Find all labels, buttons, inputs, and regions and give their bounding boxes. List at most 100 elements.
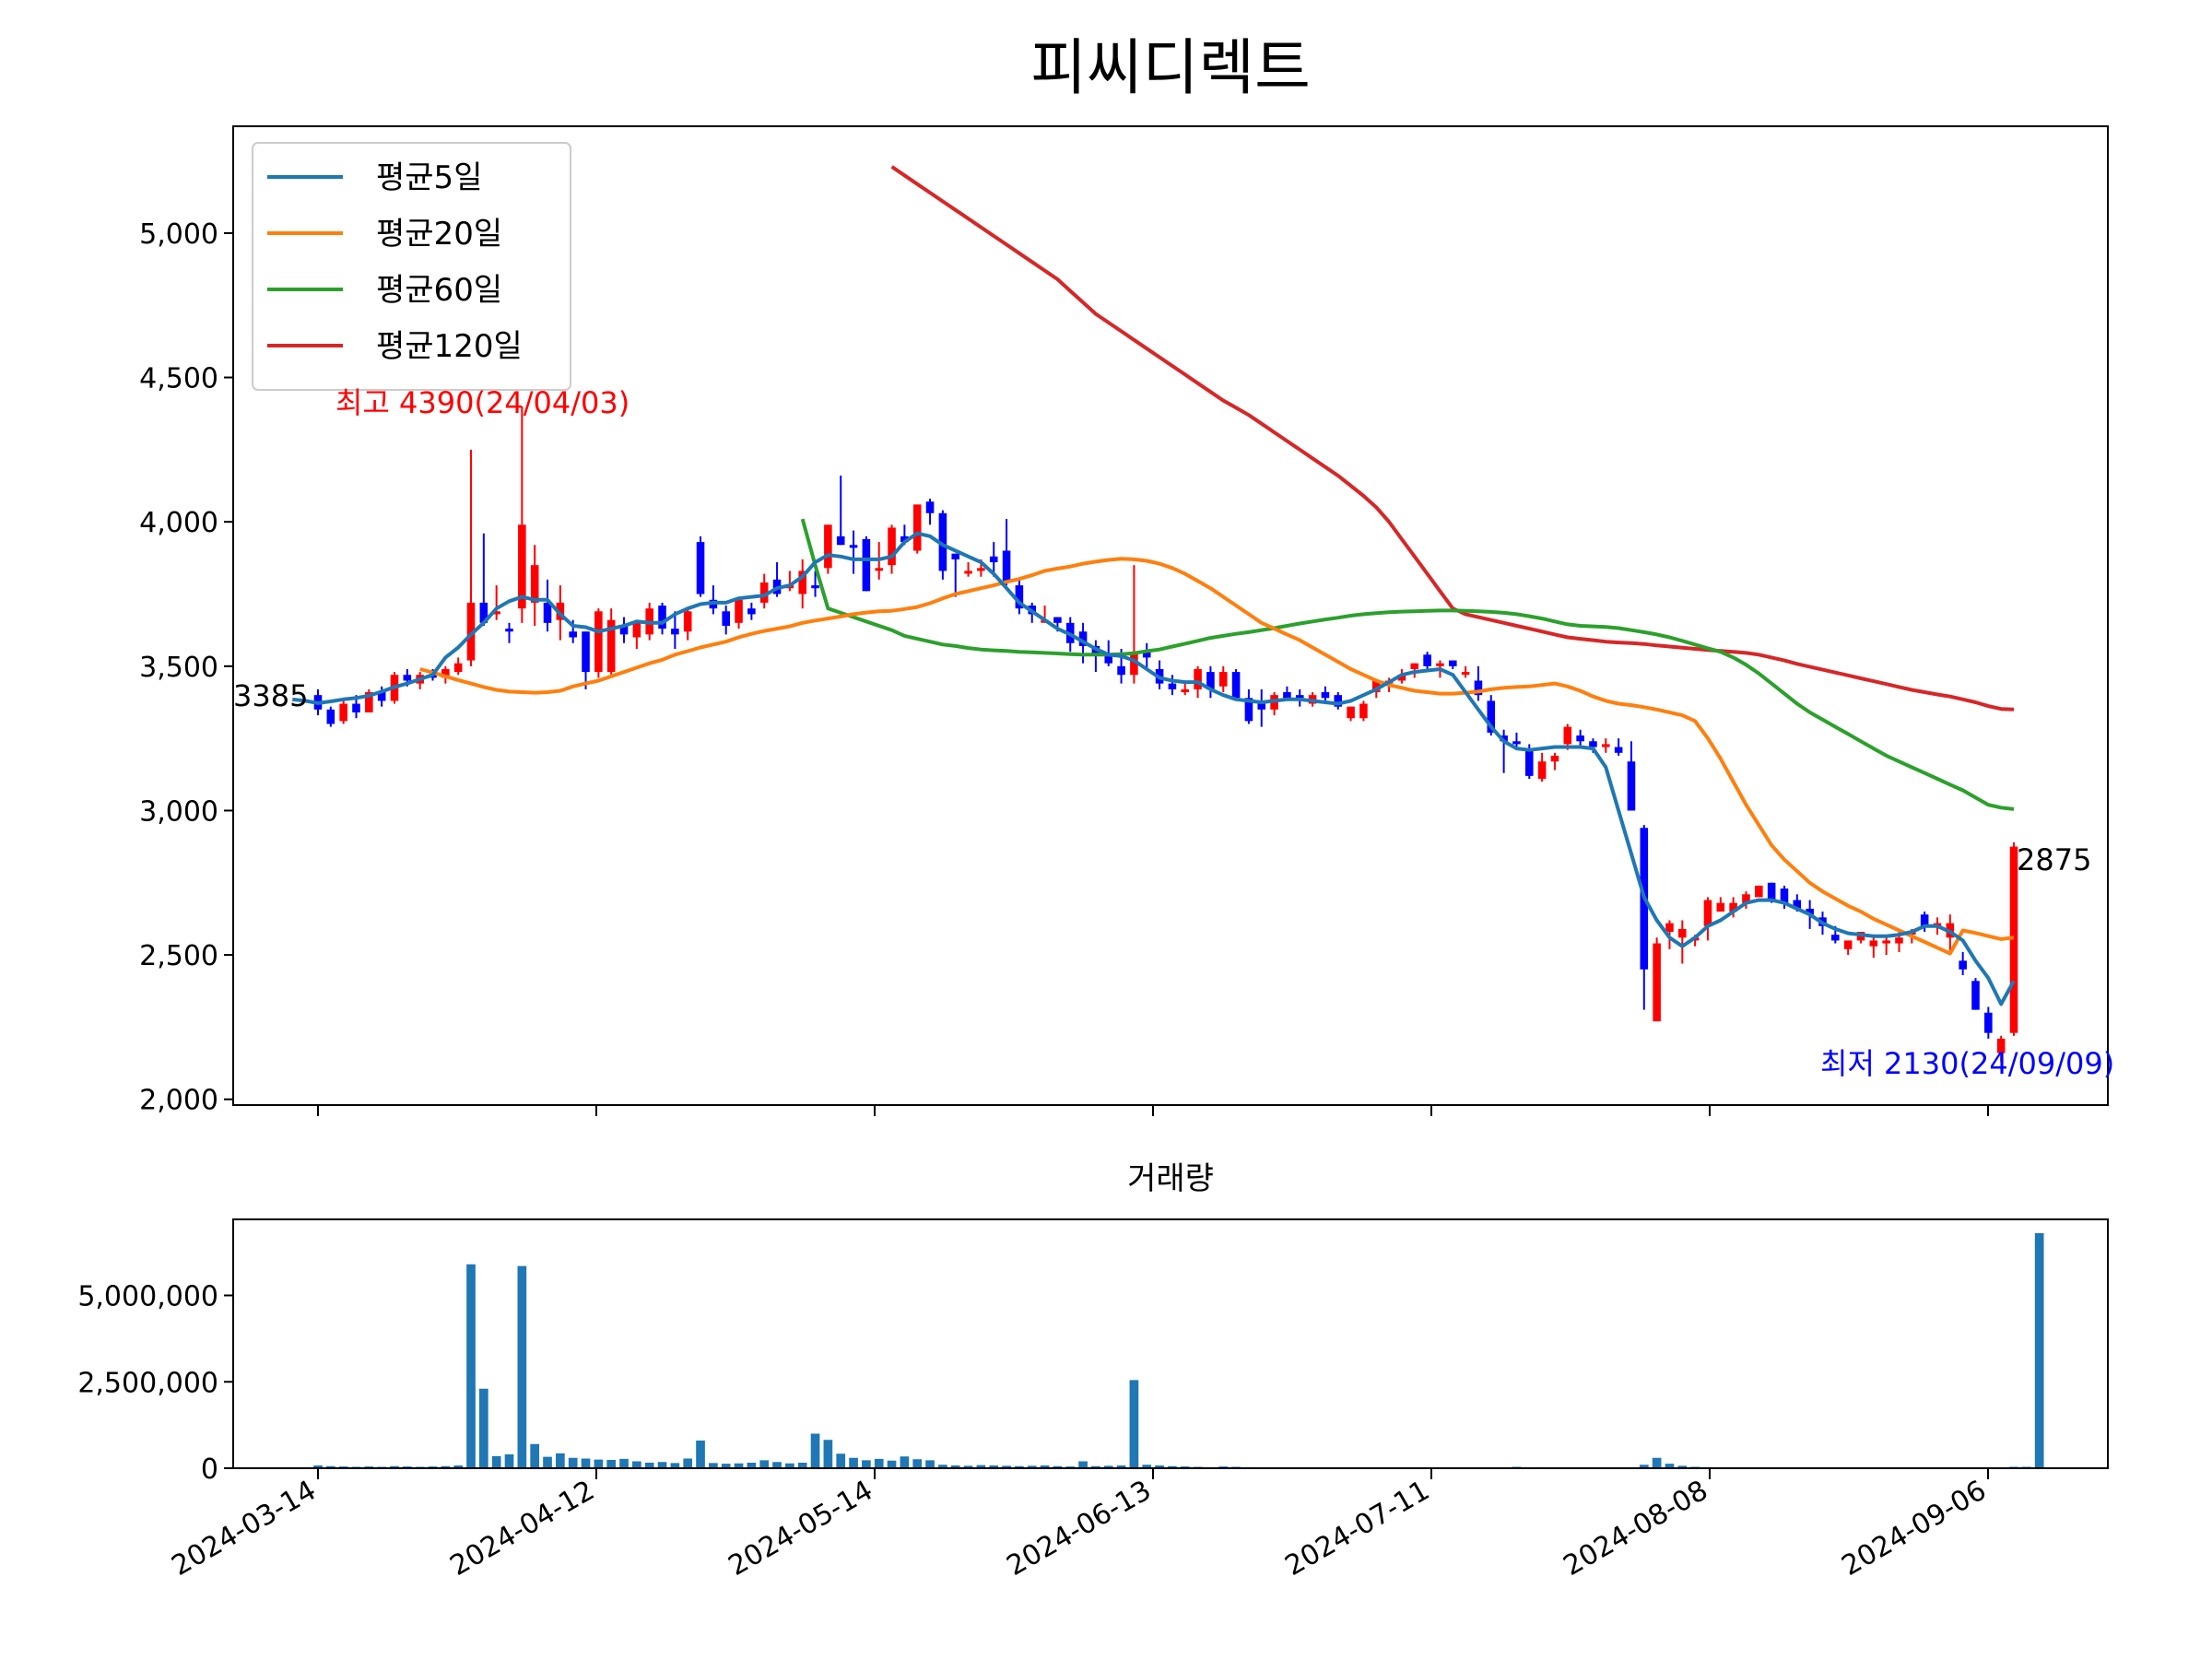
volume-bar [785,1463,794,1468]
candle-body [1218,672,1228,687]
annotation-high: 최고 4390(24/04/03) [335,385,629,420]
candle-body [875,568,884,571]
candle-body [989,556,998,563]
volume-bar [1040,1465,1050,1468]
candle-body [1627,761,1636,811]
candle-body [1665,923,1674,933]
volume-bar [823,1440,833,1468]
volume-bar [517,1265,527,1468]
price-frame [232,125,2109,1106]
candle-body [619,625,629,635]
y-tick-label: 3,500 [139,652,218,684]
candle-body [849,545,858,548]
candle-body [326,709,335,724]
annotation-low: 최저 2130(24/09/09) [1820,1046,2114,1081]
volume-bar [594,1459,604,1468]
volume-bar [1091,1465,1100,1468]
y-tick-label: 4,000 [139,507,218,539]
candle-body [569,631,577,638]
candle-body [798,571,807,594]
volume-bar [683,1458,693,1468]
candle-body [518,524,526,609]
candle-body [1971,981,1980,1010]
volume-bar [925,1460,935,1468]
candle-body [1231,672,1241,699]
candle-body [1959,960,1967,970]
candle-body [888,527,896,566]
candle-body [1168,683,1177,689]
volume-bar [325,1465,335,1468]
candle-body [582,631,590,673]
candle-body [1461,672,1470,676]
volume-bar [963,1465,973,1468]
volume-bar [810,1433,820,1468]
annotation-first-close: 3385 [233,678,308,713]
legend-label-ma60: 평균60일 [376,272,502,309]
candle-body [2009,846,2018,1033]
candle-body [1334,695,1343,707]
candle-body [606,619,616,673]
candle-body [1321,692,1330,699]
legend: 평균5일 평균20일 평균60일 평균120일 [252,142,571,391]
volume-bar [1639,1465,1649,1468]
volume-bar [441,1465,451,1468]
volume-bar [568,1457,578,1468]
candle-body [530,565,539,603]
volume-bar [657,1462,667,1468]
volume-bar [1677,1465,1688,1468]
volume-bar [1142,1465,1152,1468]
candle-body [1347,706,1355,719]
candle-body [683,611,692,632]
candle-body [1524,749,1534,776]
volume-bar [1116,1465,1126,1468]
candle-body [1742,894,1750,903]
candle-body [658,606,666,629]
candle-body [339,703,347,722]
volume-bar [479,1388,488,1468]
legend-label-ma20: 평균20일 [376,216,502,253]
candle-body [1996,1038,2006,1053]
candle-body [1550,755,1559,762]
volume-bar [453,1465,464,1468]
volume-bar [887,1460,897,1468]
volume-bar [1155,1465,1164,1468]
candle-body [453,663,463,673]
candle-body [1487,700,1496,733]
candle-body [1283,692,1291,699]
volume-bar [606,1460,617,1468]
volume-bar [530,1443,540,1468]
volume-bar [581,1458,591,1468]
candle-body [1474,680,1483,696]
volume-bar [543,1456,552,1468]
candle-body [466,602,476,661]
volume-bar [862,1460,871,1468]
candle-body [1500,735,1508,742]
candle-body [977,568,985,571]
candle-body [1410,663,1419,669]
candle-body [1843,940,1853,949]
ma5-line [292,531,2016,1006]
candle-body [811,585,819,589]
volume-bar [1665,1464,1675,1468]
candle-body [632,622,641,638]
candle-body [1767,882,1776,900]
candle-body [1589,741,1597,747]
y-tick-label: 2,500 [139,940,218,972]
candle-body [1206,672,1215,689]
volume-bar [644,1463,654,1468]
candle-body [1423,654,1431,666]
ma120-line [890,165,2015,712]
candle-body [862,538,871,592]
candle-body [759,582,769,603]
candle-body [735,599,743,623]
volume-bar [1002,1465,1011,1468]
volume-bar [556,1453,565,1468]
candle-body [1194,668,1202,689]
volume-bar [390,1465,399,1468]
candle-body [1678,928,1687,938]
candle-body [1295,695,1304,699]
candle-body [1920,914,1929,926]
price-panel: 2,000 2,500 3,000 3,500 4,000 4,500 5,000 [139,165,2018,1117]
candle-body [836,535,845,546]
volume-bar [772,1462,782,1468]
